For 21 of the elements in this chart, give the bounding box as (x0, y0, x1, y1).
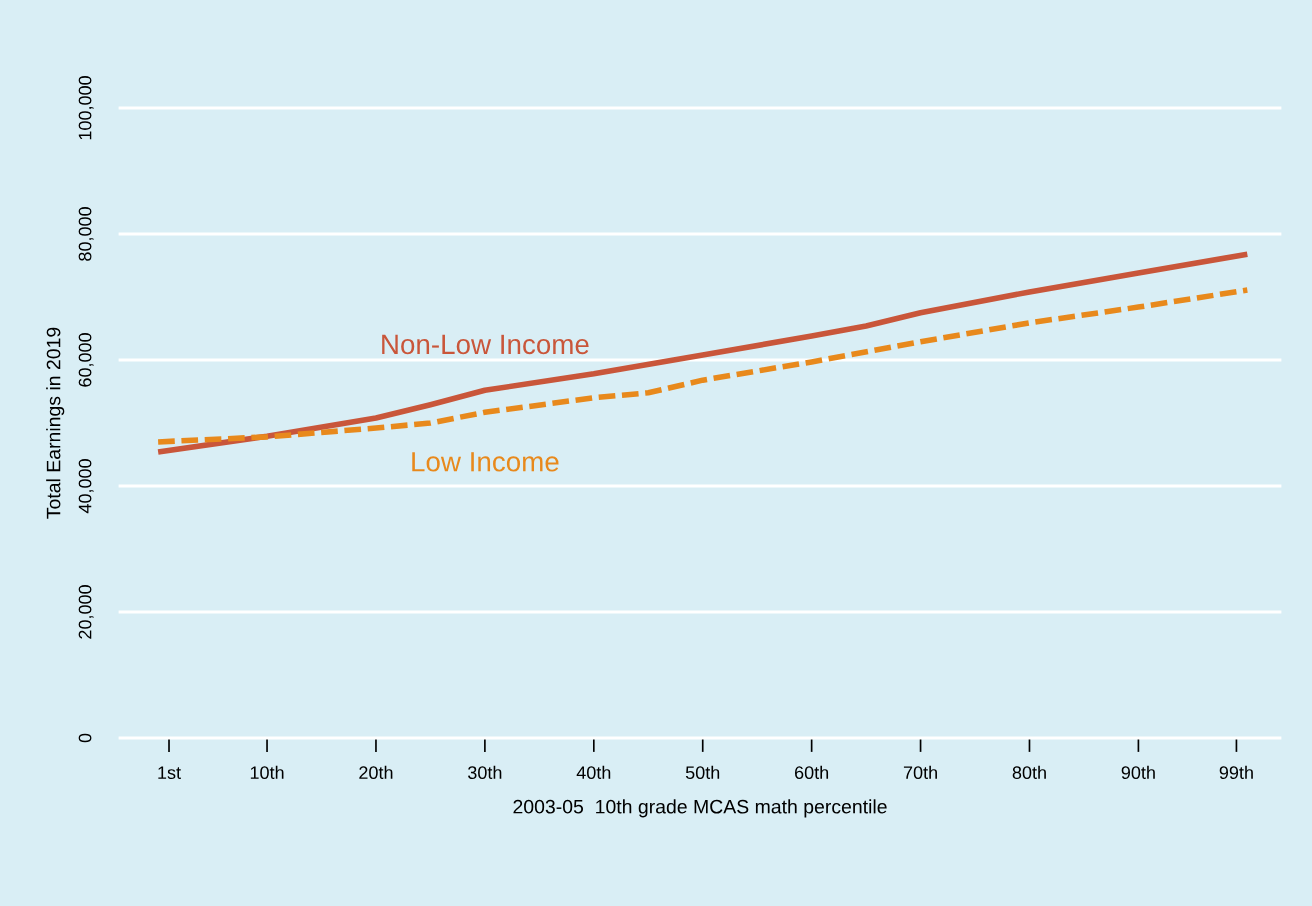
y-tick-label: 0 (78, 733, 92, 743)
x-tick-label: 40th (576, 765, 611, 780)
x-tick-label: 60th (794, 765, 829, 780)
x-tick-label: 80th (1012, 765, 1046, 780)
x-tick-label: 70th (903, 765, 937, 780)
y-tick-label: 20,000 (78, 585, 94, 639)
y-tick-label: 100,000 (78, 76, 94, 140)
y-tick-label: 60,000 (78, 333, 94, 387)
x-tick-label: 1st (158, 766, 181, 780)
y-axis-title: Total Earnings in 2019 (46, 327, 65, 519)
x-tick-label: 20th (359, 765, 393, 780)
y-tick-label: 80,000 (78, 207, 94, 261)
x-tick-label: 90th (1121, 765, 1155, 780)
y-tick-label: 40,000 (78, 459, 94, 514)
x-tick-label: 10th (250, 765, 284, 780)
x-tick-label: 50th (685, 765, 720, 780)
series-label: Non-Low Income (382, 334, 589, 355)
x-tick-label: 30th (468, 765, 502, 780)
series-label: Low Income (412, 452, 559, 472)
x-axis-title: 2003-05 10th grade MCAS math percentile (513, 799, 887, 818)
x-tick-label: 99th (1219, 765, 1253, 780)
